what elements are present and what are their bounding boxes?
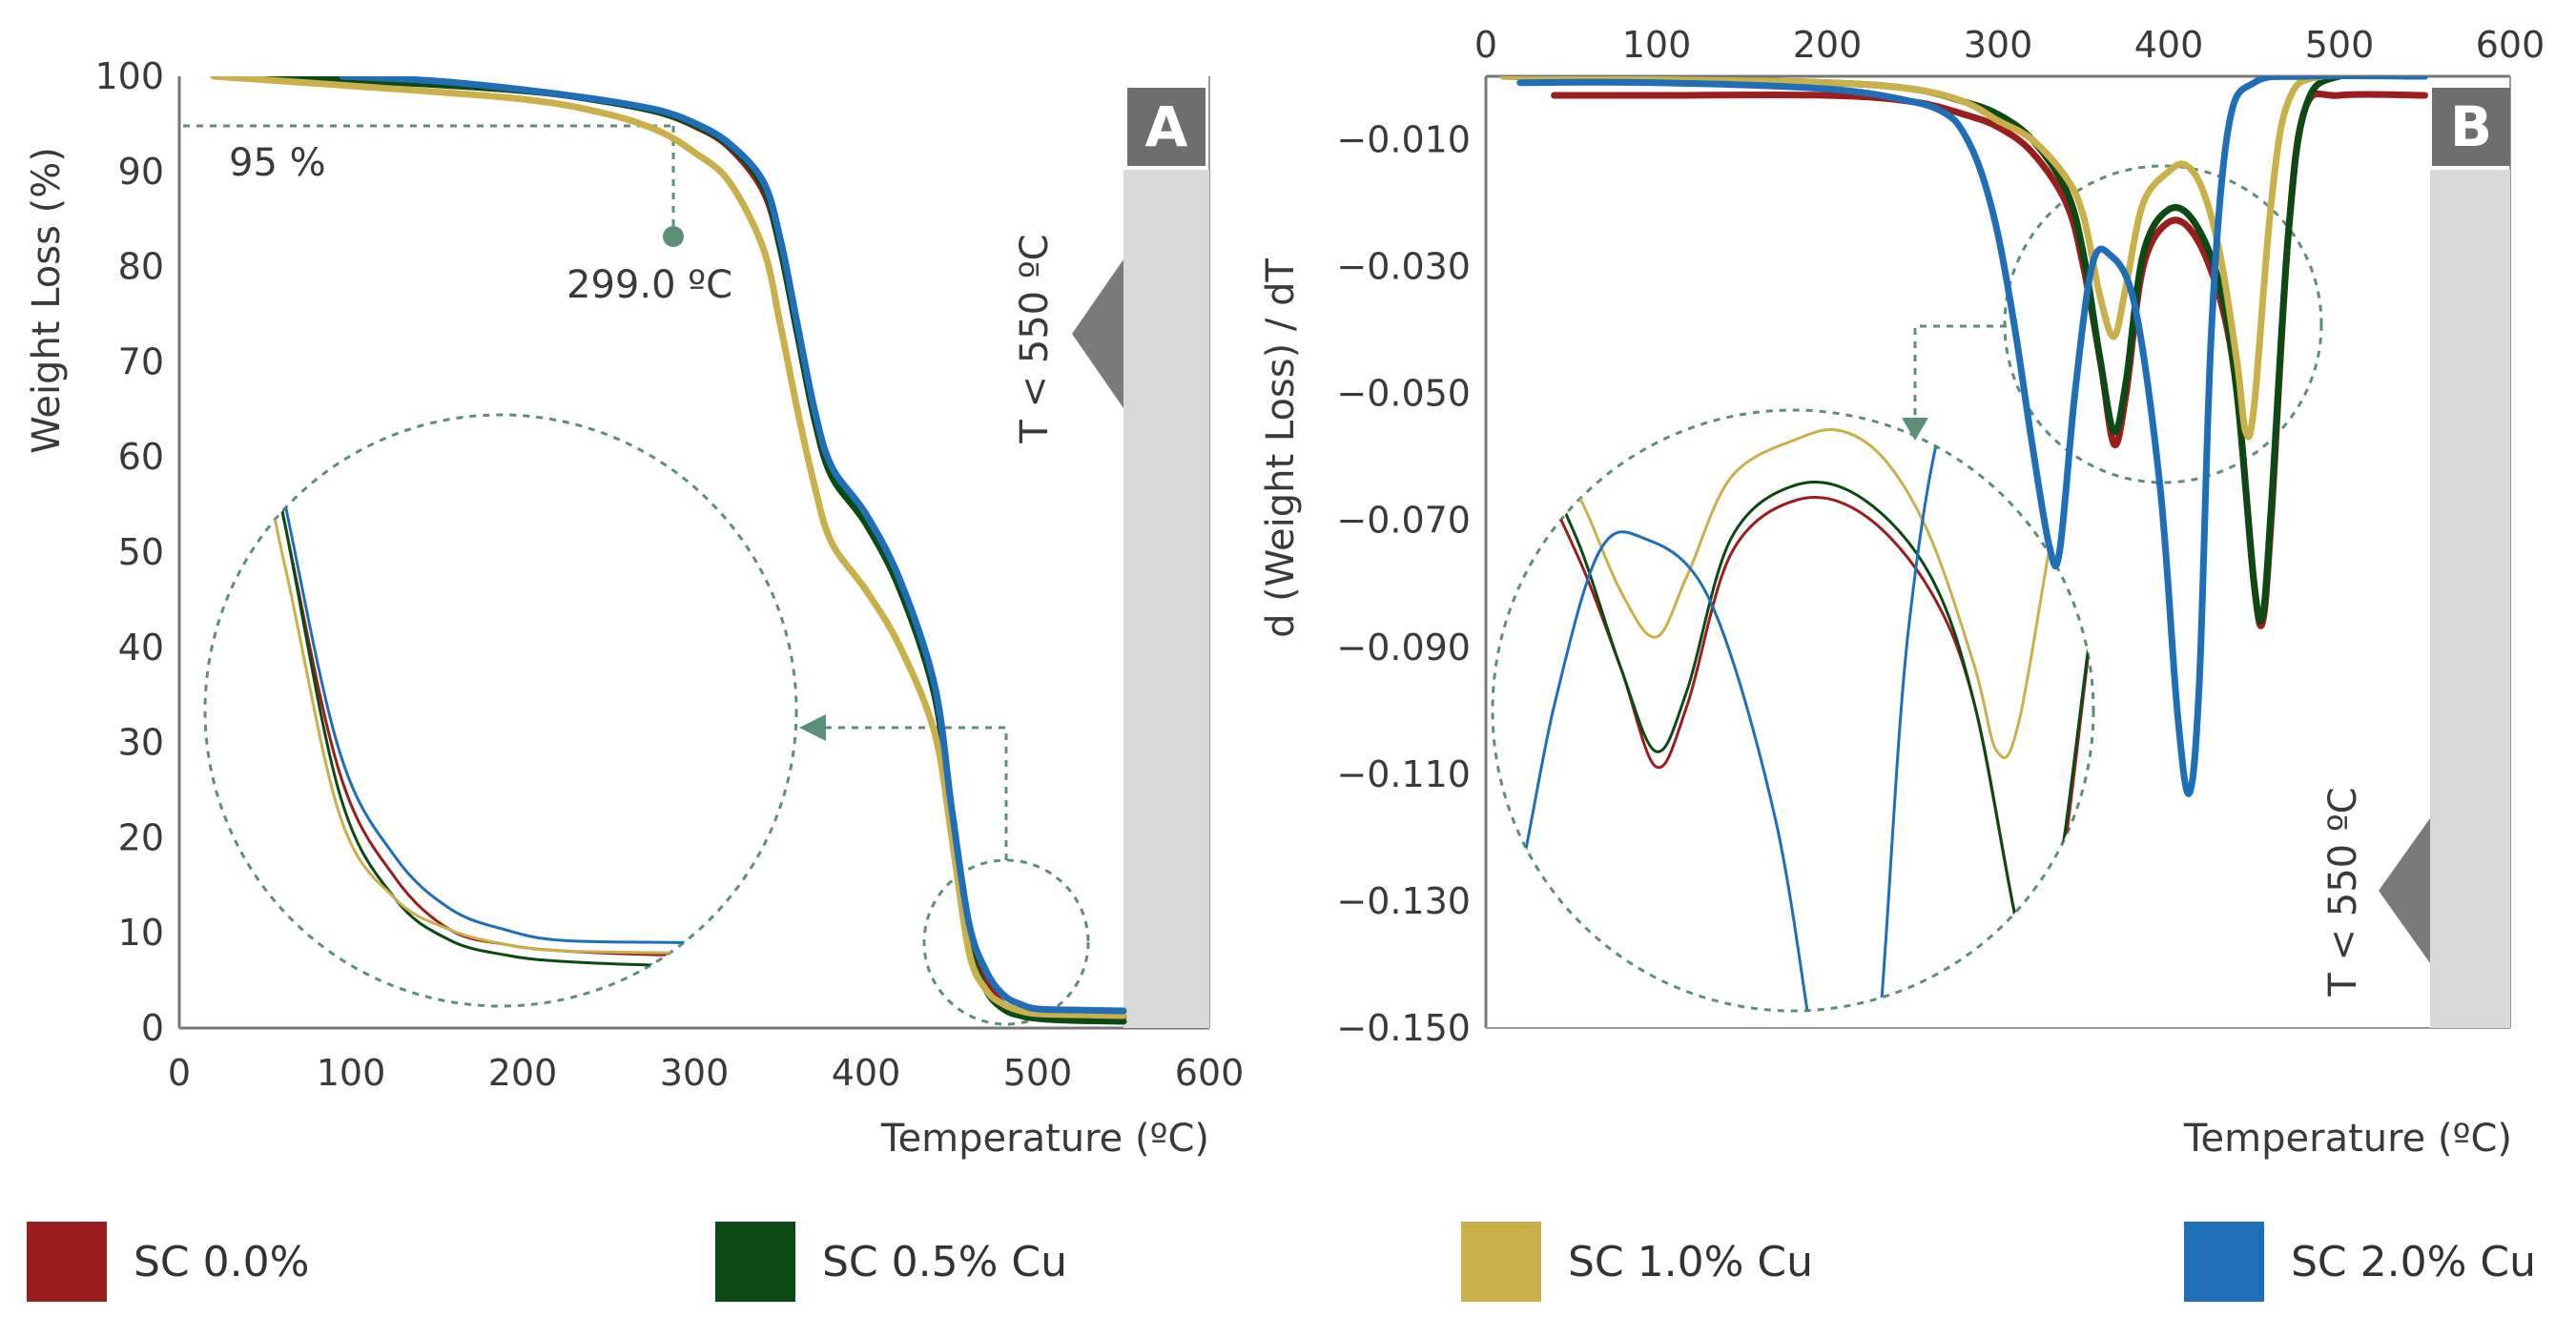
panel-a-ticks: 0 100 200 300 400 500 600 0 10 20 30 40 50 60 70 80 90 10…: [94, 55, 1244, 1094]
panel-a-y-tick-label: 0: [141, 1007, 164, 1049]
onset-label: 299.0 ºC: [567, 263, 732, 307]
panel-b-zoom-curves: [1493, 410, 2093, 1011]
panel-a-y-tick-label: 70: [118, 340, 164, 382]
panel-b: B T < 550 ºC 0 100 200 300 400 500 600 −0.010 −0…: [1259, 24, 2545, 1161]
panel-a-letter-box: [1127, 88, 1206, 166]
panel-b-y-tick-label: −0.030: [1336, 246, 1471, 288]
panel-a-y-label: Weight Loss (%): [25, 147, 69, 454]
threshold-label: 95 %: [229, 141, 326, 185]
panel-b-series: [1499, 76, 2428, 797]
panel-b-x-tick-label: 200: [1793, 24, 1863, 66]
panel-a-series-sc-1-0-cu: [210, 76, 1127, 1019]
panel-a-region-label: T < 550 ºC: [1013, 234, 1057, 443]
panel-a-zoom-series-sc-2-0-cu: [205, 415, 796, 946]
legend-swatch-sc-0: [27, 1222, 107, 1302]
onset-marker: [663, 226, 684, 247]
panel-a-x-tick-label: 500: [1003, 1052, 1073, 1094]
panel-b-series-sc-0-5-cu: [1499, 76, 2428, 625]
panel-b-x-tick-label: 500: [2305, 24, 2375, 66]
panel-b-letter-box: [2432, 88, 2510, 166]
panel-a-zoom-source-circle: [922, 858, 1090, 1026]
legend-item-sc-0-5: SC 0.5% Cu: [715, 1219, 1067, 1305]
panel-a-zoom-series-sc-0-0: [205, 415, 796, 959]
panel-a-zoom-curves: [205, 415, 796, 970]
panel-a-zoom-arrowhead: [799, 714, 826, 741]
panel-a-y-tick-label: 60: [118, 436, 164, 478]
panel-a-letter: A: [1145, 94, 1188, 159]
panel-a-x-tick-label: 100: [317, 1052, 386, 1094]
legend-item-sc-2-0: SC 2.0% Cu: [2184, 1219, 2536, 1305]
panel-a-zoom-connector: [820, 726, 1008, 860]
panel-b-y-tick-label: −0.110: [1336, 753, 1471, 795]
panel-b-zoom-series-sc-1-0-cu: [1493, 410, 2093, 759]
panel-b-excluded-region: [2430, 170, 2510, 1028]
panel-b-zoom-circle: [1491, 408, 2095, 1013]
panel-b-x-tick-label: 0: [1474, 24, 1497, 66]
panel-b-y-tick-label: −0.090: [1336, 627, 1471, 669]
legend-label-sc-2-0: SC 2.0% Cu: [2291, 1237, 2537, 1286]
panel-b-zoom-series-sc-2-0-cu: [1493, 410, 2093, 1011]
legend: SC 0.0% SC 0.5% Cu SC 1.0% Cu SC 2.0% Cu: [0, 1219, 2576, 1314]
panel-a-region-marker: [1072, 259, 1123, 408]
panel-b-y-tick-label: −0.150: [1336, 1007, 1471, 1049]
panel-b-y-tick-label: −0.050: [1336, 373, 1471, 415]
panel-a-x-tick-label: 200: [488, 1052, 558, 1094]
panel-b-region-marker: [2379, 818, 2430, 963]
panel-b-zoom-connector: [1913, 324, 2007, 420]
panel-a-x-tick-label: 600: [1175, 1052, 1245, 1094]
panel-a-series-sc-2-0-cu: [339, 76, 1127, 1015]
panel-b-zoom-series-sc-0-0: [1493, 410, 2093, 987]
panel-b-y-tick-label: −0.130: [1336, 880, 1471, 922]
panel-a-excluded-region: [1123, 170, 1209, 1028]
legend-swatch-sc-2-0: [2184, 1222, 2264, 1302]
panel-b-letter: B: [2450, 94, 2492, 159]
legend-swatch-sc-1-0: [1461, 1222, 1541, 1302]
panel-a-x-label: Temperature (ºC): [880, 1117, 1209, 1161]
panel-a-series-sc-0-5-cu: [227, 76, 1127, 1025]
panel-b-series-sc-1-0-cu: [1499, 76, 2428, 441]
panel-a-zoom-circle: [203, 413, 798, 1008]
panel-b-x-tick-label: 600: [2476, 24, 2545, 66]
legend-label-sc-0-5: SC 0.5% Cu: [822, 1237, 1068, 1286]
panel-a-y-tick-label: 50: [118, 531, 164, 573]
panel-a-x-tick-label: 300: [660, 1052, 730, 1094]
panel-b-zoom-series-sc-0-5-cu: [1493, 410, 2093, 981]
panel-b-x-tick-label: 100: [1622, 24, 1692, 66]
panel-b-x-tick-label: 400: [2134, 24, 2204, 66]
legend-swatch-sc-0-5: [715, 1222, 795, 1302]
legend-item-sc-0: SC 0.0%: [27, 1219, 309, 1305]
panel-a-x-tick-label: 0: [168, 1052, 191, 1094]
panel-b-y-label: d (Weight Loss) / dT: [1259, 258, 1303, 638]
panel-b-y-tick-label: −0.010: [1336, 119, 1471, 161]
panel-a-y-tick-label: 90: [118, 151, 164, 193]
panel-a-y-tick-label: 30: [118, 722, 164, 764]
panel-a-y-tick-label: 20: [118, 816, 164, 858]
legend-label-sc-1-0: SC 1.0% Cu: [1568, 1237, 1814, 1286]
panel-a-x-tick-label: 400: [832, 1052, 901, 1094]
panel-b-x-label: Temperature (ºC): [2183, 1117, 2512, 1161]
panel-a-zoom-series-sc-1-0-cu: [205, 415, 796, 957]
panel-b-series-sc-2-0-cu: [1516, 76, 2428, 797]
panel-a-y-tick-label: 100: [94, 55, 164, 97]
panel-b-zoom-source-circle: [2003, 164, 2323, 484]
legend-label-sc-0: SC 0.0%: [134, 1237, 310, 1286]
panel-a-y-tick-label: 10: [118, 912, 164, 954]
panel-b-zoom-arrowhead: [1902, 418, 1928, 441]
panel-a-series: [210, 76, 1127, 1025]
panel-a-series-sc-0-0: [227, 76, 1127, 1020]
panel-a: A T < 550 ºC 95 % 299.0 ºC 0 100 200 300 400…: [25, 55, 1244, 1161]
panel-a-y-tick-label: 80: [118, 246, 164, 288]
panel-b-x-tick-label: 300: [1964, 24, 2033, 66]
panel-b-ticks: 0 100 200 300 400 500 600 −0.010 −0.030 −0.050 −0.…: [1336, 24, 2545, 1049]
panel-a-y-tick-label: 40: [118, 627, 164, 669]
panel-b-y-tick-label: −0.070: [1336, 500, 1471, 542]
legend-item-sc-1-0: SC 1.0% Cu: [1461, 1219, 1813, 1305]
panel-b-region-label: T < 550 ºC: [2321, 787, 2365, 997]
